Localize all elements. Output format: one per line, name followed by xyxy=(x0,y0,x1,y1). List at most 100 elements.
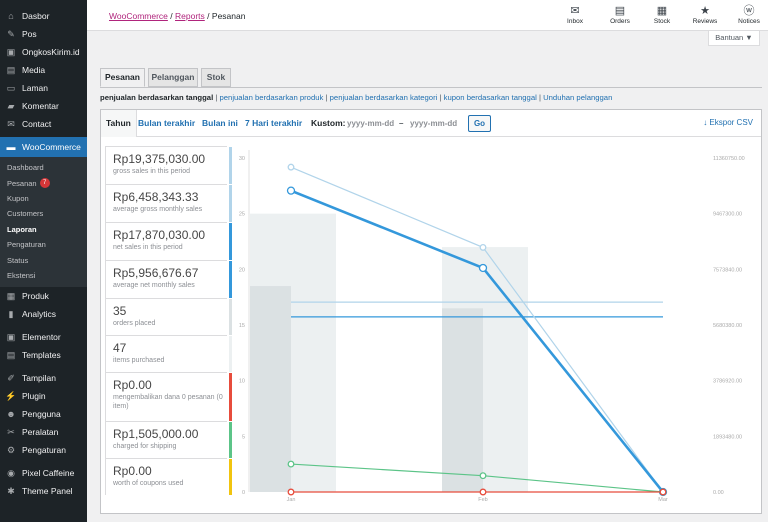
legend-item[interactable]: 35 orders placed xyxy=(105,298,232,335)
range-year[interactable]: Tahun xyxy=(101,110,137,137)
submenu-item-customers[interactable]: Customers xyxy=(0,206,87,221)
sidebar-item-pengguna[interactable]: ☻ Pengguna xyxy=(0,405,87,423)
submenu-item-label: Laporan xyxy=(7,224,37,234)
left-tick-label: 0 xyxy=(242,490,245,496)
report-link-category[interactable]: penjualan berdasarkan kategori xyxy=(329,93,438,102)
box-icon: ▣ xyxy=(6,46,16,57)
sidebar-item-pixel-caffeine[interactable]: ◉ Pixel Caffeine xyxy=(0,464,87,482)
sidebar-item-media[interactable]: ▤ Media xyxy=(0,61,87,79)
theme-panel-icon: ✱ xyxy=(7,485,15,496)
sidebar-item-label: Plugin xyxy=(22,391,46,402)
legend-color-bar xyxy=(229,299,232,335)
end-date-input[interactable]: yyyy-mm-dd xyxy=(410,119,458,128)
tab-pelanggan[interactable]: Pelanggan xyxy=(148,68,198,87)
range-last-7-days[interactable]: 7 Hari terakhir xyxy=(245,118,303,128)
sidebar-item-ongkoskirim-id[interactable]: ▣ OngkosKirim.id xyxy=(0,43,87,61)
breadcrumb-woocommerce-link[interactable]: WooCommerce xyxy=(109,11,168,21)
sidebar-item-contact[interactable]: ✉ Contact xyxy=(0,115,87,133)
sidebar-item-dasbor[interactable]: ⌂ Dasbor xyxy=(0,7,87,25)
submenu-item-pesanan[interactable]: Pesanan 7 xyxy=(0,175,87,190)
legend-item[interactable]: Rp19,375,030.00 gross sales in this perio… xyxy=(105,146,232,184)
appearance-icon: ✐ xyxy=(7,372,15,383)
legend-value: Rp1,505,000.00 xyxy=(113,427,199,441)
right-tick-label: 9467300.00 xyxy=(713,212,742,218)
sidebar-item-peralatan[interactable]: ✂ Peralatan xyxy=(0,423,87,441)
wordpress-icon: ⓦ xyxy=(743,5,755,17)
data-point xyxy=(287,163,295,171)
mail-icon: ✉ xyxy=(7,118,15,129)
start-date-input[interactable]: yyyy-mm-dd xyxy=(347,119,395,128)
right-tick-label: 5680380.00 xyxy=(713,323,742,329)
submenu-item-status[interactable]: Status xyxy=(0,252,87,267)
submenu-item-label: Kupon xyxy=(7,193,29,203)
tab-pesanan[interactable]: Pesanan xyxy=(100,68,145,87)
x-tick-label: Mar xyxy=(658,497,668,503)
breadcrumb-current: Pesanan xyxy=(211,11,246,21)
legend-color-bar xyxy=(229,336,232,372)
report-type-links: penjualan berdasarkan tanggal | penjuala… xyxy=(100,93,612,102)
range-last-month[interactable]: Bulan terakhir xyxy=(138,118,196,128)
sidebar-item-pengaturan[interactable]: ⚙ Pengaturan xyxy=(0,441,87,459)
sidebar-item-tampilan[interactable]: ✐ Tampilan xyxy=(0,369,87,387)
pixel-caffeine-icon: ◉ xyxy=(7,467,15,478)
sidebar-item-komentar[interactable]: ▰ Komentar xyxy=(0,97,87,115)
toolbar-notices-button[interactable]: ⓦ Notices xyxy=(729,4,768,25)
sidebar-item-analytics[interactable]: ▮ Analytics xyxy=(0,305,87,323)
sidebar-item-theme-panel[interactable]: ✱ Theme Panel xyxy=(0,482,87,500)
sidebar-item-produk[interactable]: ▦ Produk xyxy=(0,287,87,305)
data-point xyxy=(287,488,295,496)
export-csv-button[interactable]: ↓ Ekspor CSV xyxy=(703,118,753,127)
sidebar-item-laman[interactable]: ▭ Laman xyxy=(0,79,87,97)
legend-value: Rp17,870,030.00 xyxy=(113,228,206,242)
report-link-coupon[interactable]: kupon berdasarkan tanggal xyxy=(443,93,537,102)
legend-label: average gross monthly sales xyxy=(113,206,203,213)
legend-item[interactable]: Rp0.00 mengembalikan dana 0 pesanan (0 it… xyxy=(105,372,232,421)
submenu-item-pengaturan[interactable]: Pengaturan xyxy=(0,237,87,252)
breadcrumb-reports-link[interactable]: Reports xyxy=(175,11,205,21)
legend-value: Rp5,956,676.67 xyxy=(113,266,199,280)
toolbar-inbox-button[interactable]: ✉ Inbox xyxy=(555,4,595,25)
left-tick-label: 10 xyxy=(239,379,245,385)
settings-icon: ⚙ xyxy=(6,444,16,455)
toolbar-stock-button[interactable]: ▦ Stock xyxy=(642,4,682,25)
legend-item[interactable]: 47 items purchased xyxy=(105,335,232,372)
legend-item[interactable]: Rp0.00 worth of coupons used xyxy=(105,458,232,495)
legend-item[interactable]: Rp5,956,676.67 average net monthly sales xyxy=(105,260,232,298)
submenu-item-kupon[interactable]: Kupon xyxy=(0,191,87,206)
link-separator: | xyxy=(325,93,330,102)
range-custom-label: Kustom: xyxy=(311,118,346,128)
sidebar-item-label: Peralatan xyxy=(22,427,59,438)
sidebar-item-pos[interactable]: ✎ Pos xyxy=(0,25,87,43)
report-link-product[interactable]: penjualan berdasarkan produk xyxy=(219,93,324,102)
help-button[interactable]: Bantuan ▼ xyxy=(708,31,760,46)
sidebar-item-label: Produk xyxy=(22,291,49,302)
sidebar-item-label: Pengguna xyxy=(22,409,61,420)
toolbar-label: Stock xyxy=(653,18,671,25)
toolbar-reviews-button[interactable]: ★ Reviews xyxy=(685,4,725,25)
page-icon: ▭ xyxy=(6,82,16,93)
submenu-item-label: Customers xyxy=(7,209,44,219)
submenu-item-laporan[interactable]: Laporan xyxy=(0,222,87,237)
submenu-item-dashboard[interactable]: Dashboard xyxy=(0,160,87,175)
report-link-downloads[interactable]: Unduhan pelanggan xyxy=(543,93,613,102)
sidebar-item-templates[interactable]: ▤ Templates xyxy=(0,346,87,364)
legend-item[interactable]: Rp17,870,030.00 net sales in this period xyxy=(105,222,232,260)
breadcrumb-separator: / xyxy=(207,11,210,21)
elementor-icon: ▣ xyxy=(6,331,16,342)
inbox-icon: ✉ xyxy=(570,5,580,17)
sidebar-item-label: Komentar xyxy=(22,101,59,111)
orders-bar xyxy=(442,308,483,492)
legend-label: charged for shipping xyxy=(113,443,177,450)
range-this-month[interactable]: Bulan ini xyxy=(202,118,238,128)
legend-item[interactable]: Rp1,505,000.00 charged for shipping xyxy=(105,421,232,458)
go-button[interactable]: Go xyxy=(468,115,491,132)
submenu-item-ekstensi[interactable]: Ekstensi xyxy=(0,268,87,283)
sidebar-item-plugin[interactable]: ⚡ Plugin xyxy=(0,387,87,405)
sidebar-item-elementor[interactable]: ▣ Elementor xyxy=(0,328,87,346)
legend-item[interactable]: Rp6,458,343.33 average gross monthly sale… xyxy=(105,184,232,222)
sidebar-item-label: Analytics xyxy=(22,309,57,320)
tab-stok[interactable]: Stok xyxy=(201,68,231,87)
toolbar-label: Reviews xyxy=(692,18,718,25)
toolbar-orders-button[interactable]: ▤ Orders xyxy=(600,4,640,25)
sidebar-item-woocommerce[interactable]: ▬ WooCommerce xyxy=(0,137,87,157)
